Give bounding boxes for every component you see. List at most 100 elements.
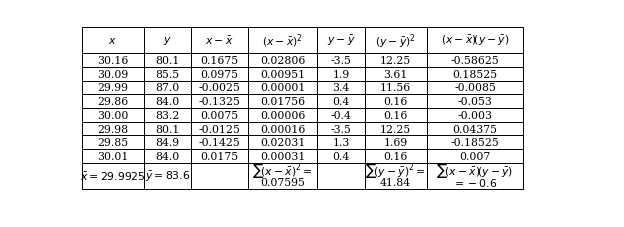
Text: 0.01756: 0.01756 bbox=[260, 97, 305, 107]
Bar bbox=[248, 122, 318, 136]
Bar bbox=[191, 68, 248, 81]
Bar bbox=[144, 163, 191, 189]
Bar bbox=[427, 81, 524, 95]
Text: -0.003: -0.003 bbox=[457, 110, 492, 120]
Bar bbox=[82, 163, 144, 189]
Text: 30.00: 30.00 bbox=[97, 110, 129, 120]
Bar bbox=[248, 163, 318, 189]
Text: 0.00006: 0.00006 bbox=[260, 110, 306, 120]
Text: -0.0125: -0.0125 bbox=[199, 124, 241, 134]
Text: 29.98: 29.98 bbox=[97, 124, 129, 134]
Text: 29.85: 29.85 bbox=[97, 138, 129, 148]
Text: 0.4: 0.4 bbox=[333, 151, 349, 161]
Text: $x-\bar{x}$: $x-\bar{x}$ bbox=[205, 35, 234, 47]
Bar bbox=[427, 109, 524, 122]
Text: $y$: $y$ bbox=[163, 35, 172, 47]
Text: 41.84: 41.84 bbox=[380, 178, 411, 188]
Bar bbox=[191, 122, 248, 136]
Text: $\bar{x}=29.9925$: $\bar{x}=29.9925$ bbox=[80, 170, 145, 182]
Text: $\left(y-\bar{y}\right)^{2}$: $\left(y-\bar{y}\right)^{2}$ bbox=[375, 32, 416, 50]
Bar bbox=[365, 122, 427, 136]
Bar bbox=[365, 68, 427, 81]
Text: 3.61: 3.61 bbox=[384, 69, 408, 79]
Text: 30.01: 30.01 bbox=[97, 151, 129, 161]
Bar bbox=[248, 136, 318, 149]
Text: 0.0175: 0.0175 bbox=[201, 151, 239, 161]
Text: -0.1425: -0.1425 bbox=[199, 138, 241, 148]
Text: 12.25: 12.25 bbox=[380, 124, 411, 134]
Text: $\left(x-\bar{x}\right)^{2}$: $\left(x-\bar{x}\right)^{2}$ bbox=[263, 32, 303, 50]
Text: 30.16: 30.16 bbox=[97, 56, 129, 66]
Text: 0.16: 0.16 bbox=[384, 151, 408, 161]
Text: 0.007: 0.007 bbox=[459, 151, 490, 161]
Bar bbox=[365, 109, 427, 122]
Bar bbox=[427, 122, 524, 136]
Text: 0.00001: 0.00001 bbox=[260, 83, 306, 93]
Bar bbox=[82, 28, 144, 54]
Bar bbox=[82, 95, 144, 109]
Text: 80.1: 80.1 bbox=[155, 124, 180, 134]
Text: 0.04375: 0.04375 bbox=[452, 124, 497, 134]
Bar bbox=[144, 68, 191, 81]
Bar bbox=[248, 28, 318, 54]
Bar bbox=[248, 149, 318, 163]
Text: -0.4: -0.4 bbox=[331, 110, 351, 120]
Bar bbox=[144, 54, 191, 68]
Text: 0.4: 0.4 bbox=[333, 97, 349, 107]
Text: 0.16: 0.16 bbox=[384, 110, 408, 120]
Bar bbox=[427, 28, 524, 54]
Bar bbox=[82, 122, 144, 136]
Text: $\sum\!\left(y-\bar{y}\right)^{2}=$: $\sum\!\left(y-\bar{y}\right)^{2}=$ bbox=[366, 160, 426, 179]
Bar bbox=[144, 122, 191, 136]
Bar bbox=[427, 136, 524, 149]
Bar bbox=[144, 109, 191, 122]
Bar bbox=[365, 149, 427, 163]
Bar bbox=[248, 68, 318, 81]
Text: $x$: $x$ bbox=[109, 36, 117, 46]
Text: -3.5: -3.5 bbox=[331, 124, 351, 134]
Bar bbox=[191, 54, 248, 68]
Text: $y-\bar{y}$: $y-\bar{y}$ bbox=[327, 34, 356, 48]
Text: 80.1: 80.1 bbox=[155, 56, 180, 66]
Text: 29.99: 29.99 bbox=[97, 83, 129, 93]
Text: -0.18525: -0.18525 bbox=[451, 138, 499, 148]
Bar bbox=[248, 54, 318, 68]
Text: $=-0.6$: $=-0.6$ bbox=[452, 176, 498, 188]
Text: 0.16: 0.16 bbox=[384, 97, 408, 107]
Bar bbox=[82, 136, 144, 149]
Text: 85.5: 85.5 bbox=[155, 69, 180, 79]
Bar bbox=[427, 163, 524, 189]
Text: 87.0: 87.0 bbox=[155, 83, 180, 93]
Bar bbox=[427, 68, 524, 81]
Bar bbox=[427, 95, 524, 109]
Bar bbox=[191, 28, 248, 54]
Bar bbox=[318, 136, 365, 149]
Bar bbox=[365, 81, 427, 95]
Bar bbox=[248, 109, 318, 122]
Bar bbox=[144, 149, 191, 163]
Text: 11.56: 11.56 bbox=[380, 83, 411, 93]
Text: 0.00031: 0.00031 bbox=[260, 151, 306, 161]
Text: $\left(x-\bar{x}\right)\!\left(y-\bar{y}\right)$: $\left(x-\bar{x}\right)\!\left(y-\bar{y}… bbox=[441, 34, 509, 48]
Bar bbox=[318, 28, 365, 54]
Text: 83.2: 83.2 bbox=[155, 110, 180, 120]
Text: 0.0975: 0.0975 bbox=[201, 69, 239, 79]
Text: -0.053: -0.053 bbox=[457, 97, 492, 107]
Bar bbox=[82, 81, 144, 95]
Bar bbox=[318, 54, 365, 68]
Bar bbox=[365, 95, 427, 109]
Text: 29.86: 29.86 bbox=[97, 97, 129, 107]
Bar bbox=[144, 81, 191, 95]
Bar bbox=[318, 68, 365, 81]
Bar bbox=[82, 149, 144, 163]
Text: 84.0: 84.0 bbox=[155, 151, 180, 161]
Text: 30.09: 30.09 bbox=[97, 69, 129, 79]
Text: 12.25: 12.25 bbox=[380, 56, 411, 66]
Bar bbox=[144, 136, 191, 149]
Text: $\bar{y}=83.6$: $\bar{y}=83.6$ bbox=[145, 169, 190, 183]
Bar bbox=[191, 95, 248, 109]
Text: 0.07595: 0.07595 bbox=[260, 178, 305, 188]
Bar bbox=[82, 109, 144, 122]
Text: 0.02806: 0.02806 bbox=[260, 56, 306, 66]
Bar bbox=[365, 163, 427, 189]
